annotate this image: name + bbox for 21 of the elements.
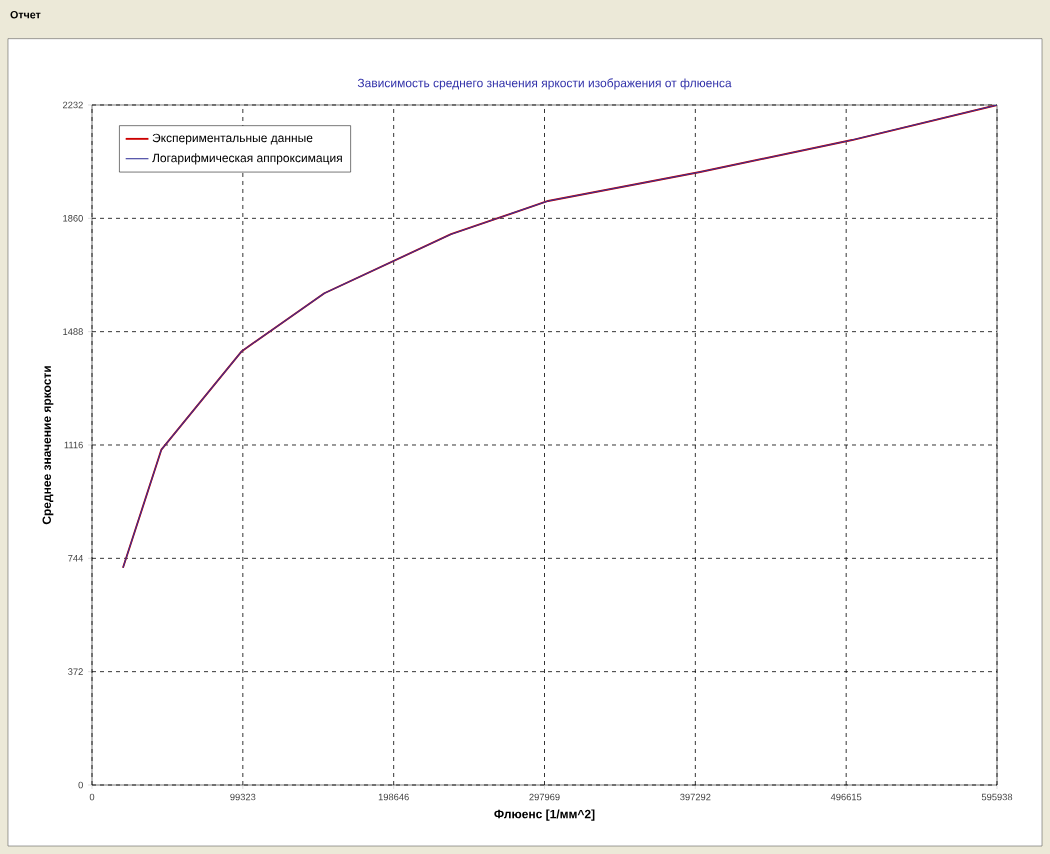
y-tick-label: 1488 — [63, 328, 83, 335]
legend-label: Экспериментальные данные — [152, 133, 313, 145]
y-tick-label: 2232 — [62, 101, 83, 109]
x-axis-title: Флюенс [1/мм^2] — [494, 809, 595, 821]
y-tick-label: 744 — [68, 555, 84, 562]
x-tick-label: 397292 — [680, 793, 711, 801]
y-tick-label: 0 — [78, 781, 83, 789]
x-tick-label: 0 — [89, 793, 95, 801]
chart-title: Зависимость среднего значения яркости изображения от флюенса — [357, 78, 732, 90]
x-tick-label: 297969 — [529, 793, 560, 801]
y-tick-label: 1860 — [63, 215, 83, 222]
x-tick-label: 99323 — [230, 793, 256, 801]
y-tick-label: 372 — [68, 668, 83, 675]
legend-label: Логарифмическая аппроксимация — [152, 153, 342, 165]
y-axis-title: Среднее значение яркости — [42, 366, 54, 525]
y-tick-label: 1116 — [64, 441, 83, 449]
x-tick-label: 595938 — [981, 793, 1013, 801]
x-tick-label: 496615 — [830, 793, 862, 801]
x-tick-label: 198646 — [378, 793, 409, 801]
text: Отчет — [10, 10, 41, 19]
line-series — [122, 105, 998, 569]
